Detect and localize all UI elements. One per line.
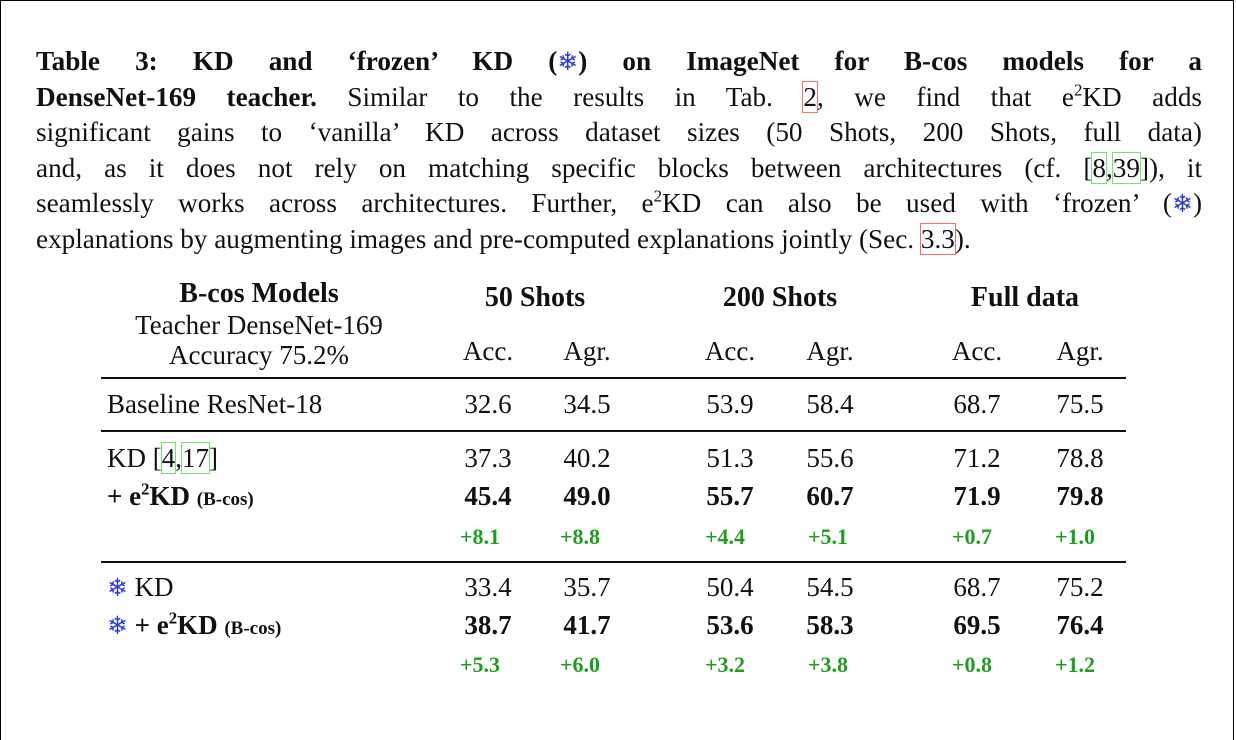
snowflake-icon: ❄ xyxy=(107,575,128,602)
gain-badge: +1.2 xyxy=(1054,652,1096,677)
header-group-50: 50 Shots xyxy=(484,282,586,313)
caption-line3: significant gains to ‘vanilla’ KD across… xyxy=(36,117,1202,148)
subcol-agr: Agr. xyxy=(563,336,611,366)
subcol-acc: Acc. xyxy=(704,336,756,366)
subcol-acc: Acc. xyxy=(951,336,1003,366)
subcol-agr: Agr. xyxy=(806,336,854,366)
ref-link-sec3-3[interactable]: 3.3 xyxy=(919,223,956,256)
ref-link-tab2[interactable]: 2 xyxy=(802,81,818,114)
snowflake-icon: ❄ xyxy=(557,49,579,76)
table-caption: Table 3: KD and ‘frozen’ KD (❄) on Image… xyxy=(36,46,1203,256)
row-label-e2kd: + e2KD (B-cos) xyxy=(107,479,254,511)
subcol-agr: Agr. xyxy=(1056,336,1104,366)
gain-badge: +3.2 xyxy=(704,652,746,677)
header-teacher-acc: Accuracy 75.2% xyxy=(169,340,349,370)
gain-badge: +1.0 xyxy=(1054,524,1096,549)
caption-label-line2: DenseNet-169 teacher. xyxy=(36,82,317,113)
header-group-200: 200 Shots xyxy=(722,282,838,313)
gain-badge: +4.4 xyxy=(704,524,746,549)
rule-mid-1 xyxy=(101,430,1126,432)
gain-badge: +8.1 xyxy=(459,524,501,549)
gain-badge: +5.1 xyxy=(807,524,849,549)
subcol-acc: Acc. xyxy=(462,336,514,366)
row-label-kd: KD [4,17] xyxy=(107,442,218,474)
header-models-title: B-cos Models xyxy=(179,278,339,309)
caption-label: Table 3: KD and ‘frozen’ KD ( xyxy=(36,46,558,76)
rule-header xyxy=(101,377,1126,379)
ref-link-39[interactable]: 39 xyxy=(1111,151,1141,184)
row-label-baseline: Baseline ResNet-18 xyxy=(107,389,323,419)
row-label-frozen-e2kd: ❄ + e2KD (B-cos) xyxy=(107,608,282,640)
ref-link-4[interactable]: 4 xyxy=(160,442,177,474)
header-group-full: Full data xyxy=(970,282,1080,313)
row-label-frozen-kd: ❄ KD xyxy=(107,572,174,602)
snowflake-icon: ❄ xyxy=(1171,190,1193,218)
gain-badge: +0.7 xyxy=(951,524,993,549)
snowflake-icon: ❄ xyxy=(107,613,128,640)
header-teacher: Teacher DenseNet-169 xyxy=(135,310,383,340)
gain-badge: +8.8 xyxy=(559,524,601,549)
ref-link-17[interactable]: 17 xyxy=(181,442,210,474)
gain-badge: +0.8 xyxy=(951,652,993,677)
rule-mid-2 xyxy=(101,561,1126,563)
gain-badge: +3.8 xyxy=(807,652,849,677)
gain-badge: +6.0 xyxy=(559,652,601,677)
ref-link-8[interactable]: 8 xyxy=(1091,151,1107,184)
gain-badge: +5.3 xyxy=(459,652,501,677)
